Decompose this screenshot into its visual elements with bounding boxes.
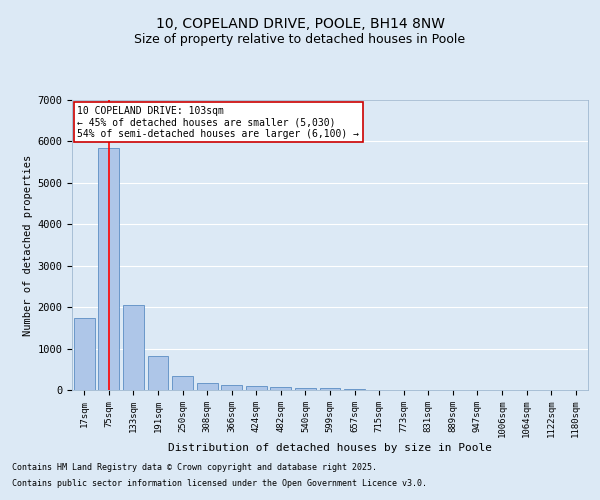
Bar [74,318,95,390]
Text: Size of property relative to detached houses in Poole: Size of property relative to detached ho… [134,32,466,46]
Bar [172,376,193,390]
Bar [320,388,340,390]
Text: Contains HM Land Registry data © Crown copyright and database right 2025.: Contains HM Land Registry data © Crown c… [12,464,377,472]
Bar [344,388,365,390]
Bar [271,386,292,390]
Text: Contains public sector information licensed under the Open Government Licence v3: Contains public sector information licen… [12,478,427,488]
Bar [221,386,242,390]
Bar [246,386,267,390]
Bar [197,383,218,390]
Y-axis label: Number of detached properties: Number of detached properties [23,154,33,336]
X-axis label: Distribution of detached houses by size in Poole: Distribution of detached houses by size … [168,443,492,453]
Bar [148,356,169,390]
Bar [123,305,144,390]
Text: 10, COPELAND DRIVE, POOLE, BH14 8NW: 10, COPELAND DRIVE, POOLE, BH14 8NW [155,18,445,32]
Bar [295,388,316,390]
Bar [98,148,119,390]
Text: 10 COPELAND DRIVE: 103sqm
← 45% of detached houses are smaller (5,030)
54% of se: 10 COPELAND DRIVE: 103sqm ← 45% of detac… [77,106,359,139]
